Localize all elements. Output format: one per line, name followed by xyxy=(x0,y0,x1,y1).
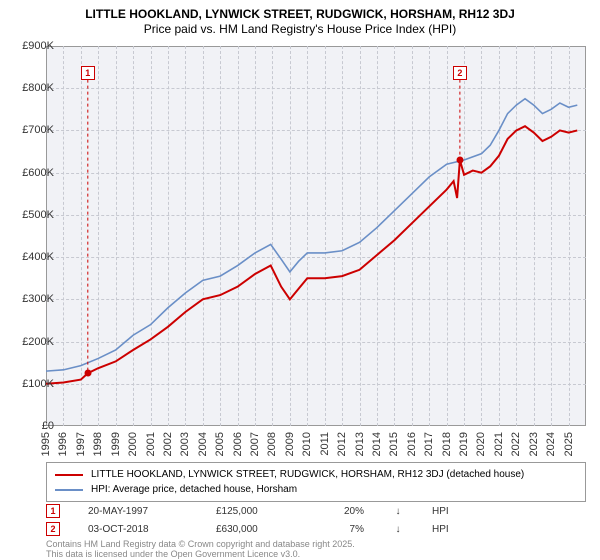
x-axis-label: 2021 xyxy=(493,432,505,456)
transaction-pct: 20% xyxy=(324,506,364,517)
transaction-table: 1 20-MAY-1997 £125,000 20% ↓ HPI 2 03-OC… xyxy=(46,502,586,538)
y-axis-label: £800K xyxy=(8,82,54,94)
x-axis-label: 1997 xyxy=(75,432,87,456)
x-axis-label: 2018 xyxy=(441,432,453,456)
x-axis-label: 2015 xyxy=(388,432,400,456)
transaction-hpi-label: HPI xyxy=(432,524,462,535)
transaction-price: £630,000 xyxy=(216,524,296,535)
legend-row-hpi: HPI: Average price, detached house, Hors… xyxy=(55,482,577,497)
x-axis-label: 1995 xyxy=(40,432,52,456)
legend-swatch-price xyxy=(55,474,83,476)
attribution-text: Contains HM Land Registry data © Crown c… xyxy=(46,540,355,560)
x-axis-label: 2023 xyxy=(528,432,540,456)
x-axis-label: 2003 xyxy=(179,432,191,456)
transaction-row: 2 03-OCT-2018 £630,000 7% ↓ HPI xyxy=(46,520,586,538)
x-axis-label: 2004 xyxy=(197,432,209,456)
legend-swatch-hpi xyxy=(55,489,83,491)
y-axis-label: £200K xyxy=(8,336,54,348)
x-axis-label: 2024 xyxy=(545,432,557,456)
y-axis-label: £300K xyxy=(8,293,54,305)
marker-ref-icon: 1 xyxy=(46,504,60,518)
x-axis-label: 2014 xyxy=(371,432,383,456)
x-axis-label: 2008 xyxy=(266,432,278,456)
x-axis-label: 2011 xyxy=(319,432,331,456)
transaction-hpi-label: HPI xyxy=(432,506,462,517)
y-axis-label: £700K xyxy=(8,124,54,136)
down-arrow-icon: ↓ xyxy=(392,524,404,535)
legend-row-price: LITTLE HOOKLAND, LYNWICK STREET, RUDGWIC… xyxy=(55,467,577,482)
transaction-row: 1 20-MAY-1997 £125,000 20% ↓ HPI xyxy=(46,502,586,520)
price-marker-dot xyxy=(456,157,463,164)
x-axis-label: 2007 xyxy=(249,432,261,456)
x-axis-label: 1999 xyxy=(110,432,122,456)
legend-label-price: LITTLE HOOKLAND, LYNWICK STREET, RUDGWIC… xyxy=(91,467,524,482)
x-axis-label: 2016 xyxy=(406,432,418,456)
y-axis-label: £900K xyxy=(8,40,54,52)
y-axis-label: £0 xyxy=(8,420,54,432)
x-axis-label: 2019 xyxy=(458,432,470,456)
line-layer xyxy=(46,46,586,426)
price-marker-box: 2 xyxy=(453,66,467,80)
transaction-date: 03-OCT-2018 xyxy=(88,524,188,535)
x-axis-label: 2000 xyxy=(127,432,139,456)
legend: LITTLE HOOKLAND, LYNWICK STREET, RUDGWIC… xyxy=(46,462,586,502)
price-marker-dot xyxy=(84,370,91,377)
chart-title: LITTLE HOOKLAND, LYNWICK STREET, RUDGWIC… xyxy=(0,0,600,22)
marker-ref-icon: 2 xyxy=(46,522,60,536)
x-axis-label: 2012 xyxy=(336,432,348,456)
x-axis-label: 2013 xyxy=(354,432,366,456)
x-axis-label: 2002 xyxy=(162,432,174,456)
x-axis-label: 2017 xyxy=(423,432,435,456)
x-axis-label: 2006 xyxy=(232,432,244,456)
x-axis-label: 2001 xyxy=(145,432,157,456)
x-axis-label: 2020 xyxy=(475,432,487,456)
y-axis-label: £400K xyxy=(8,251,54,263)
chart-container: LITTLE HOOKLAND, LYNWICK STREET, RUDGWIC… xyxy=(0,0,600,560)
down-arrow-icon: ↓ xyxy=(392,506,404,517)
chart-subtitle: Price paid vs. HM Land Registry's House … xyxy=(0,22,600,40)
transaction-price: £125,000 xyxy=(216,506,296,517)
x-axis-label: 2005 xyxy=(214,432,226,456)
transaction-pct: 7% xyxy=(324,524,364,535)
transaction-date: 20-MAY-1997 xyxy=(88,506,188,517)
hpi-line xyxy=(46,99,577,371)
price-paid-line xyxy=(46,126,577,384)
x-axis-label: 2010 xyxy=(301,432,313,456)
y-axis-label: £500K xyxy=(8,209,54,221)
y-axis-label: £100K xyxy=(8,378,54,390)
legend-label-hpi: HPI: Average price, detached house, Hors… xyxy=(91,482,297,497)
x-axis-label: 2025 xyxy=(563,432,575,456)
price-marker-box: 1 xyxy=(81,66,95,80)
x-axis-label: 2009 xyxy=(284,432,296,456)
x-axis-label: 1998 xyxy=(92,432,104,456)
plot-area: 12 xyxy=(46,46,586,426)
x-axis-label: 2022 xyxy=(510,432,522,456)
x-axis-label: 1996 xyxy=(57,432,69,456)
y-axis-label: £600K xyxy=(8,167,54,179)
